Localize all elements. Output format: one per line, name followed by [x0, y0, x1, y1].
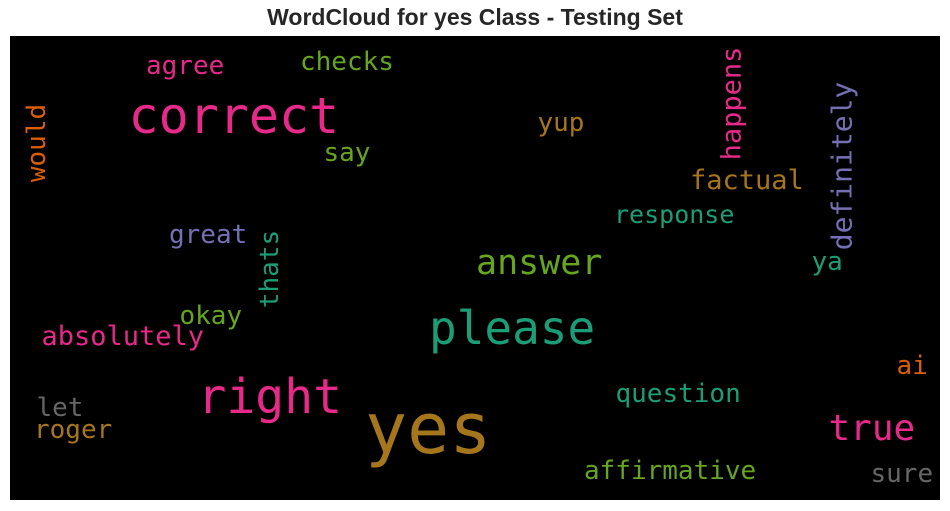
word-correct: correct	[128, 87, 340, 145]
word-yup: yup	[537, 108, 585, 138]
word-answer: answer	[476, 242, 603, 283]
chart-title: WordCloud for yes Class - Testing Set	[267, 4, 683, 30]
word-agree: agree	[146, 51, 225, 81]
word-let: let	[36, 393, 84, 423]
word-right: right	[197, 369, 343, 425]
word-ya: ya	[811, 247, 843, 277]
word-ai: ai	[896, 351, 928, 381]
word-thats: thats	[255, 229, 286, 309]
word-say: say	[323, 138, 371, 168]
word-sure: sure	[870, 459, 934, 489]
word-factual: factual	[690, 164, 804, 196]
word-please: please	[429, 301, 596, 355]
word-response: response	[614, 199, 735, 229]
word-yes: yes	[365, 388, 492, 470]
word-definitely: definitely	[824, 81, 858, 251]
word-happens: happens	[716, 46, 748, 160]
word-okay: okay	[179, 301, 243, 331]
word-affirmative: affirmative	[584, 456, 757, 486]
word-question: question	[615, 379, 741, 409]
word-roger: roger	[34, 415, 113, 445]
word-would: would	[22, 103, 53, 183]
word-true: true	[828, 408, 916, 449]
word-checks: checks	[300, 47, 394, 77]
word-absolutely: absolutely	[41, 320, 205, 352]
word-great: great	[169, 220, 248, 250]
wordcloud-canvas: yes correct please right answer true definitel…	[10, 36, 940, 500]
